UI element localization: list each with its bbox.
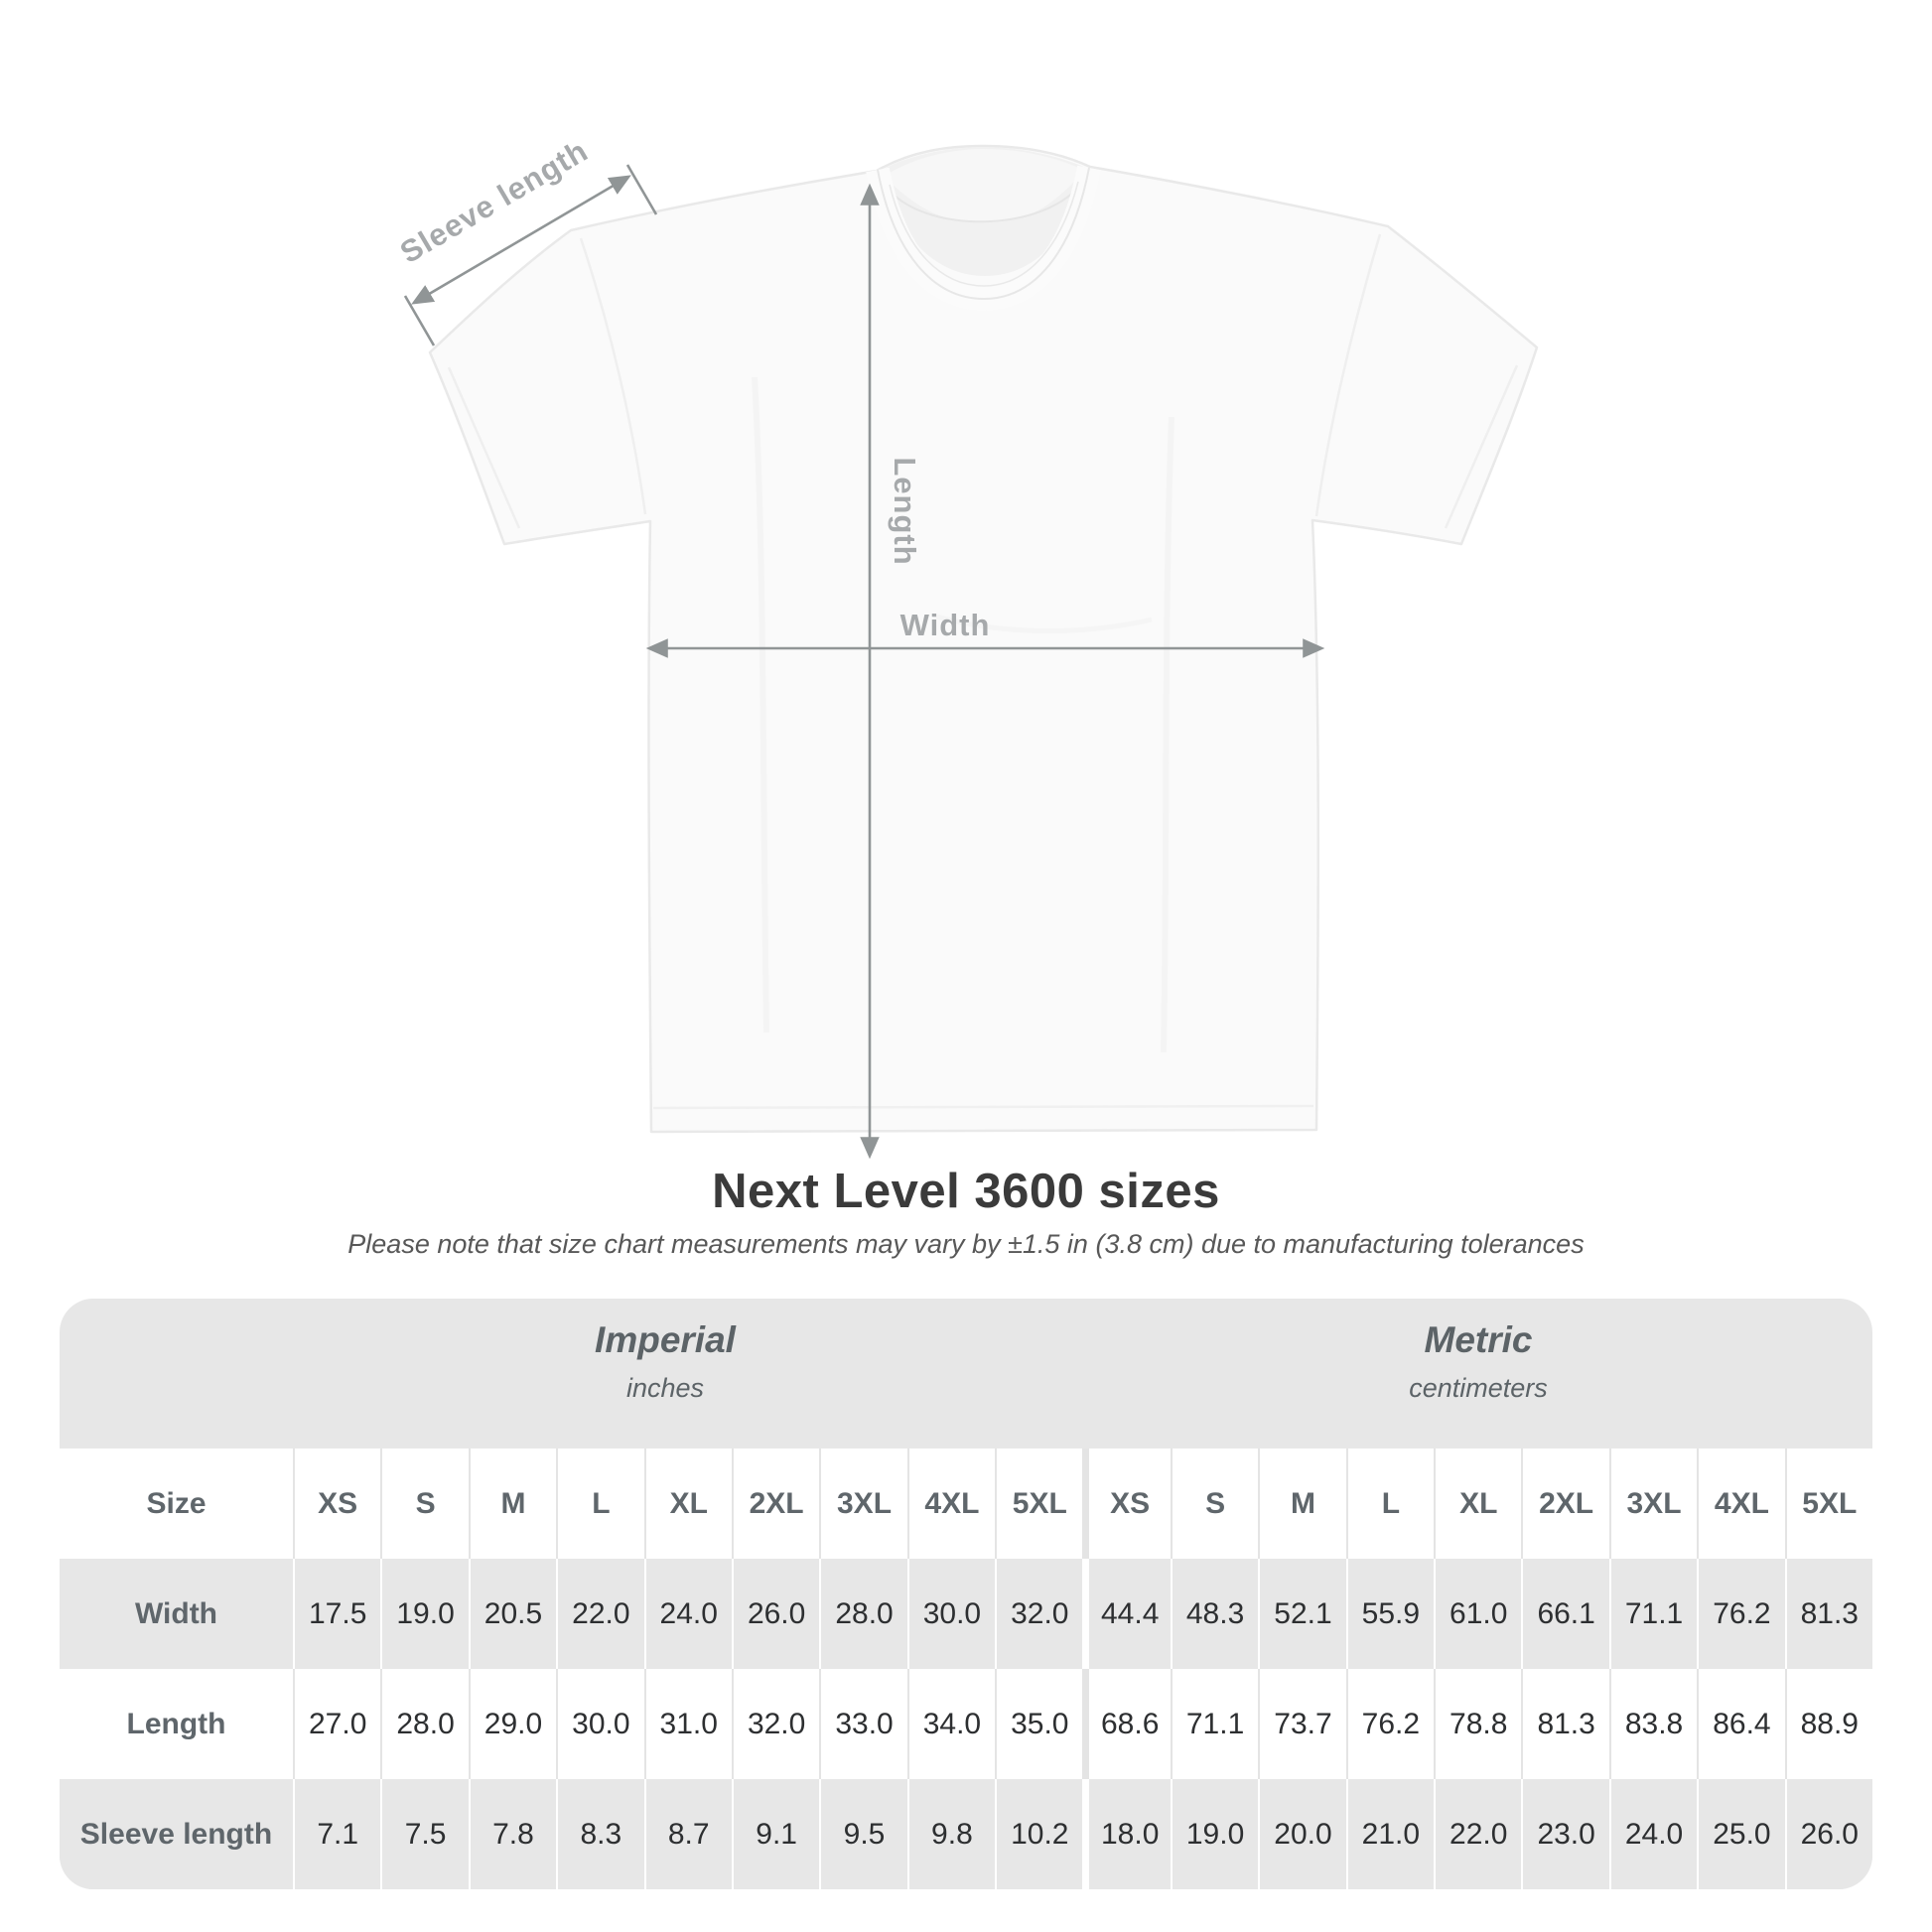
value-cell-metric: 86.4 <box>1697 1669 1784 1779</box>
metric-label: Metric <box>1424 1319 1533 1360</box>
size-col-header-metric: 2XL <box>1521 1449 1608 1559</box>
value-cell-metric: 76.2 <box>1345 1669 1434 1779</box>
unit-header-imperial: Imperial inches <box>427 1319 903 1404</box>
value-cell-metric: 22.0 <box>1434 1779 1521 1889</box>
size-col-header-imperial: M <box>468 1449 556 1559</box>
value-cell-imperial: 22.0 <box>556 1559 643 1669</box>
size-col-header-metric: M <box>1258 1449 1345 1559</box>
row-label: Width <box>134 1597 218 1630</box>
size-table-rows: Size XS S M L XL 2XL 3XL 4XL 5XL XS S M L XL 2XL 3XL 4XL 5… <box>60 1449 1872 1889</box>
value-cell-imperial: 8.7 <box>643 1779 732 1889</box>
value-cell-imperial: 30.0 <box>556 1669 643 1779</box>
size-col-header-imperial: S <box>380 1449 468 1559</box>
value-cell-metric: 21.0 <box>1345 1779 1434 1889</box>
value-cell-metric: 20.0 <box>1258 1779 1345 1889</box>
size-col-header-metric: 5XL <box>1784 1449 1872 1559</box>
imperial-sublabel: inches <box>625 1372 705 1403</box>
value-cell-metric: 24.0 <box>1608 1779 1697 1889</box>
value-cell-imperial: 7.8 <box>468 1779 556 1889</box>
size-col-header-imperial: XL <box>643 1449 732 1559</box>
width-label: Width <box>900 608 991 642</box>
tolerance-note: Please note that size chart measurements… <box>347 1229 1585 1259</box>
value-cell-imperial: 9.8 <box>906 1779 995 1889</box>
value-cell-metric: 55.9 <box>1345 1559 1434 1669</box>
table-row-length: Length 27.0 28.0 29.0 30.0 31.0 32.0 33.0 34.0 35… <box>60 1669 1872 1779</box>
value-cell-metric: 81.3 <box>1521 1669 1608 1779</box>
value-cell-metric: 48.3 <box>1170 1559 1258 1669</box>
imperial-label: Imperial <box>595 1319 736 1360</box>
value-cell-metric: 23.0 <box>1521 1779 1608 1889</box>
size-col-header-imperial: 4XL <box>906 1449 995 1559</box>
value-cell-imperial: 35.0 <box>995 1669 1082 1779</box>
value-cell-imperial: 20.5 <box>468 1559 556 1669</box>
value-cell-metric: 44.4 <box>1082 1559 1170 1669</box>
sleeve-arrow-tick-top <box>625 164 658 215</box>
value-cell-metric: 68.6 <box>1082 1669 1170 1779</box>
value-cell-imperial: 28.0 <box>819 1559 906 1669</box>
value-cell-imperial: 32.0 <box>995 1559 1082 1669</box>
value-cell-imperial: 28.0 <box>380 1669 468 1779</box>
value-cell-metric: 18.0 <box>1082 1779 1170 1889</box>
value-cell-imperial: 26.0 <box>731 1559 819 1669</box>
size-col-header-imperial: 2XL <box>731 1449 819 1559</box>
value-cell-imperial: 33.0 <box>819 1669 906 1779</box>
value-cell-metric: 88.9 <box>1784 1669 1872 1779</box>
value-cell-metric: 81.3 <box>1784 1559 1872 1669</box>
value-cell-imperial: 9.5 <box>819 1779 906 1889</box>
value-cell-imperial: 7.5 <box>380 1779 468 1889</box>
value-cell-imperial: 17.5 <box>293 1559 380 1669</box>
value-cell-imperial: 30.0 <box>906 1559 995 1669</box>
tshirt-measurement-diagram: Sleeve length Length Width <box>394 133 1539 1160</box>
value-cell-metric: 76.2 <box>1697 1559 1784 1669</box>
value-cell-imperial: 32.0 <box>731 1669 819 1779</box>
size-col-header-imperial: 5XL <box>995 1449 1082 1559</box>
value-cell-metric: 61.0 <box>1434 1559 1521 1669</box>
size-col-header-imperial: XS <box>293 1449 380 1559</box>
value-cell-imperial: 7.1 <box>293 1779 380 1889</box>
size-header-row: Size XS S M L XL 2XL 3XL 4XL 5XL XS S M L XL 2XL 3XL 4XL 5… <box>60 1449 1872 1559</box>
value-cell-metric: 83.8 <box>1608 1669 1697 1779</box>
value-cell-metric: 66.1 <box>1521 1559 1608 1669</box>
value-cell-metric: 19.0 <box>1170 1779 1258 1889</box>
value-cell-imperial: 10.2 <box>995 1779 1082 1889</box>
metric-sublabel: centimeters <box>1409 1372 1548 1403</box>
value-cell-metric: 71.1 <box>1608 1559 1697 1669</box>
size-header-cell: Size <box>146 1487 207 1520</box>
sleeve-arrow-tick-bottom <box>403 295 436 346</box>
value-cell-imperial: 8.3 <box>556 1779 643 1889</box>
value-cell-imperial: 9.1 <box>731 1779 819 1889</box>
size-col-header-metric: XS <box>1082 1449 1170 1559</box>
value-cell-metric: 73.7 <box>1258 1669 1345 1779</box>
table-row-width: Width 17.5 19.0 20.5 22.0 24.0 26.0 28.0 30.0 32.… <box>60 1559 1872 1669</box>
unit-header-band: Imperial inches Metric centimeters <box>60 1299 1872 1449</box>
value-cell-metric: 78.8 <box>1434 1669 1521 1779</box>
size-col-header-metric: S <box>1170 1449 1258 1559</box>
table-row-sleeve-length: Sleeve length 7.1 7.5 7.8 8.3 8.7 9.1 9.5 9.8 10.… <box>60 1779 1872 1889</box>
unit-header-metric: Metric centimeters <box>1240 1319 1717 1404</box>
size-col-header-metric: 4XL <box>1697 1449 1784 1559</box>
value-cell-imperial: 31.0 <box>643 1669 732 1779</box>
size-col-header-metric: L <box>1345 1449 1434 1559</box>
value-cell-metric: 71.1 <box>1170 1669 1258 1779</box>
row-label: Sleeve length <box>79 1818 273 1851</box>
size-col-header-imperial: L <box>556 1449 643 1559</box>
value-cell-imperial: 19.0 <box>380 1559 468 1669</box>
value-cell-imperial: 27.0 <box>293 1669 380 1779</box>
value-cell-imperial: 29.0 <box>468 1669 556 1779</box>
size-col-header-metric: 3XL <box>1608 1449 1697 1559</box>
row-label: Length <box>126 1708 226 1740</box>
size-col-header-metric: XL <box>1434 1449 1521 1559</box>
value-cell-metric: 26.0 <box>1784 1779 1872 1889</box>
size-table: Imperial inches Metric centimeters Size X… <box>60 1299 1872 1889</box>
sleeve-length-arrow <box>411 175 631 305</box>
length-label: Length <box>888 457 922 565</box>
value-cell-metric: 52.1 <box>1258 1559 1345 1669</box>
page-title: Next Level 3600 sizes <box>712 1165 1220 1218</box>
value-cell-metric: 25.0 <box>1697 1779 1784 1889</box>
value-cell-imperial: 24.0 <box>643 1559 732 1669</box>
value-cell-imperial: 34.0 <box>906 1669 995 1779</box>
size-col-header-imperial: 3XL <box>819 1449 906 1559</box>
